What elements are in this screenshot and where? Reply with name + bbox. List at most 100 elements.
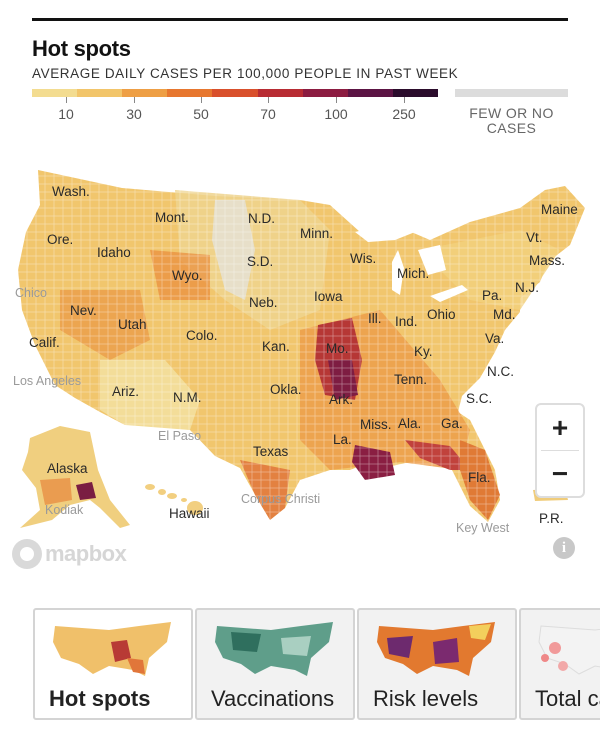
legend-tick — [201, 97, 202, 103]
state-label-calif: Calif. — [29, 335, 60, 350]
state-label-mass: Mass. — [529, 253, 565, 268]
tab-hot-spots[interactable]: Hot spots — [33, 608, 193, 720]
state-label-nm: N.M. — [173, 390, 202, 405]
state-label-ga: Ga. — [441, 416, 463, 431]
risk-levels-thumbnail-icon — [377, 622, 495, 676]
map-type-tabs: Hot spots Vaccinations Risk levels Total… — [33, 608, 600, 722]
legend-color-segment — [392, 89, 438, 97]
zoom-out-button[interactable]: − — [551, 457, 569, 489]
legend-tick — [268, 97, 269, 103]
state-label-wis: Wis. — [350, 251, 376, 266]
legend-tick — [404, 97, 405, 103]
state-label-mont: Mont. — [155, 210, 189, 225]
legend-tick-label: 100 — [324, 106, 348, 122]
state-label-pa: Pa. — [482, 288, 502, 303]
state-label-ariz: Ariz. — [112, 384, 139, 399]
alaska-hotspot — [76, 482, 96, 500]
tab-label: Total cases — [535, 686, 600, 711]
lake-huron — [418, 245, 446, 275]
mapbox-logo[interactable]: mapbox — [12, 539, 127, 569]
legend-ticks — [32, 97, 438, 105]
state-label-mo: Mo. — [326, 341, 349, 356]
tab-risk-levels[interactable]: Risk levels — [357, 608, 517, 720]
state-label-sc: S.C. — [466, 391, 492, 406]
legend-tick-label: 250 — [392, 106, 416, 122]
state-label-ohio: Ohio — [427, 307, 456, 322]
legend-tick — [66, 97, 67, 103]
state-label-ind: Ind. — [395, 314, 418, 329]
few-cases-swatch — [455, 89, 568, 97]
state-label-nev: Nev. — [70, 303, 97, 318]
legend-tick — [134, 97, 135, 103]
hot-spots-thumbnail-icon — [53, 622, 171, 676]
state-label-ill: Ill. — [368, 311, 382, 326]
state-label-pr: P.R. — [539, 511, 564, 526]
state-label-wyo: Wyo. — [172, 268, 203, 283]
state-label-ky: Ky. — [414, 344, 433, 359]
lake-superior — [355, 222, 420, 242]
city-label-key-west: Key West — [456, 521, 510, 535]
info-icon[interactable]: i — [553, 537, 575, 559]
state-label-utah: Utah — [118, 317, 147, 332]
legend-color-segment — [257, 89, 303, 97]
city-label-corpus-christi: Corpus Christi — [241, 492, 320, 506]
state-label-minn: Minn. — [300, 226, 333, 241]
state-label-ore: Ore. — [47, 232, 73, 247]
state-label-okla: Okla. — [270, 382, 302, 397]
state-label-neb: Neb. — [249, 295, 278, 310]
legend-color-segment — [32, 89, 78, 97]
state-label-va: Va. — [485, 331, 504, 346]
legend-tick-label: 10 — [58, 106, 74, 122]
state-label-kan: Kan. — [262, 339, 290, 354]
zoom-separator — [541, 450, 579, 451]
state-label-vt: Vt. — [526, 230, 543, 245]
color-legend — [32, 89, 438, 97]
city-label-los-angeles: Los Angeles — [13, 374, 81, 388]
state-label-colo: Colo. — [186, 328, 218, 343]
mapbox-logo-text: mapbox — [45, 541, 127, 566]
lake-michigan — [392, 250, 404, 295]
zoom-in-button[interactable]: + — [551, 411, 569, 443]
state-label-mich: Mich. — [397, 266, 429, 281]
header-rule — [32, 18, 568, 21]
mapbox-logo-icon — [12, 539, 42, 569]
state-label-nj: N.J. — [515, 280, 539, 295]
lake-erie — [430, 285, 468, 302]
tab-total-cases[interactable]: Total cases — [519, 608, 600, 720]
few-cases-label-line2: CASES — [486, 120, 537, 136]
legend-color-segment — [167, 89, 213, 97]
state-label-hawaii: Hawaii — [169, 506, 210, 521]
state-label-idaho: Idaho — [97, 245, 131, 260]
us-choropleth-map[interactable]: Wash. Ore. Idaho Mont. Wyo. N.D. S.D. Minn. Wis.… — [0, 160, 600, 580]
county-texture — [0, 160, 600, 580]
tab-vaccinations[interactable]: Vaccinations — [195, 608, 355, 720]
state-label-nd: N.D. — [248, 211, 275, 226]
hawaii-islands — [145, 484, 203, 515]
page-subtitle: AVERAGE DAILY CASES PER 100,000 PEOPLE I… — [32, 66, 459, 81]
alaska-orange — [40, 478, 72, 505]
state-label-iowa: Iowa — [314, 289, 343, 304]
state-label-miss: Miss. — [360, 417, 392, 432]
state-label-maine: Maine — [541, 202, 578, 217]
total-cases-thumbnail-icon — [538, 625, 600, 675]
tab-label: Risk levels — [373, 686, 479, 711]
legend-color-segment — [77, 89, 123, 97]
state-label-fla: Fla. — [468, 470, 491, 485]
state-label-ala: Ala. — [398, 416, 421, 431]
city-label-chico: Chico — [15, 286, 47, 300]
legend-color-segment — [302, 89, 348, 97]
page-title: Hot spots — [32, 36, 131, 61]
tab-label: Vaccinations — [211, 686, 335, 711]
vaccinations-thumbnail-icon — [215, 622, 333, 676]
state-label-sd: S.D. — [247, 254, 273, 269]
legend-tick-label: 70 — [260, 106, 276, 122]
state-label-texas: Texas — [253, 444, 289, 459]
legend-color-segment — [347, 89, 393, 97]
state-label-ark: Ark. — [329, 392, 353, 407]
few-cases-label: FEW OR NO CASES — [455, 106, 568, 136]
state-label-wash: Wash. — [52, 184, 90, 199]
legend-color-segment — [212, 89, 258, 97]
city-label-el-paso: El Paso — [158, 429, 201, 443]
tab-label: Hot spots — [49, 686, 151, 711]
state-label-md: Md. — [493, 307, 516, 322]
